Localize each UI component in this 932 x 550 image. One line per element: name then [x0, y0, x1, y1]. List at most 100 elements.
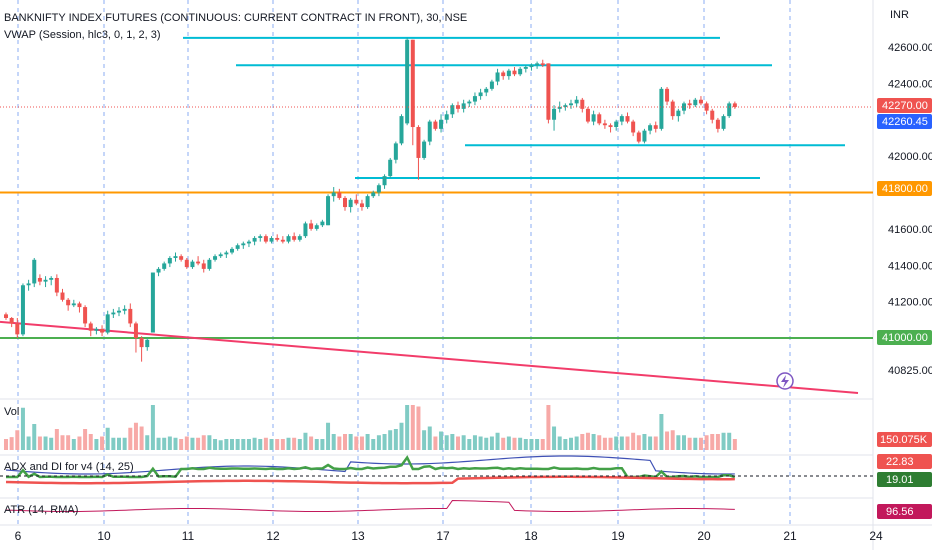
- candle-body: [213, 256, 218, 260]
- candle-body: [201, 263, 206, 269]
- candle-body: [506, 70, 511, 77]
- price-tick-label: 42000.00: [888, 151, 932, 163]
- lightning-icon[interactable]: [776, 372, 794, 390]
- candle-body: [710, 110, 715, 120]
- time-tick-label: 6: [15, 529, 22, 543]
- volume-bar: [478, 436, 483, 450]
- candle-body: [263, 236, 268, 242]
- candle-body: [314, 225, 319, 229]
- candle-body: [382, 176, 387, 186]
- volume-bar: [648, 436, 653, 450]
- candle-body: [693, 99, 698, 106]
- candle-body: [495, 72, 500, 82]
- candle-body: [224, 252, 229, 255]
- candle-body: [66, 299, 71, 306]
- candle-body: [43, 279, 48, 282]
- volume-bar: [359, 436, 364, 450]
- volume-bar: [506, 436, 511, 450]
- candle-body: [563, 105, 568, 108]
- candle-body: [133, 323, 138, 338]
- volume-bar: [631, 432, 636, 450]
- volume-bar: [569, 437, 573, 450]
- candle-body: [26, 283, 31, 286]
- volume-bar: [83, 429, 88, 450]
- candle-body: [631, 121, 636, 133]
- volume-bar: [472, 435, 477, 450]
- candle-body: [659, 88, 664, 129]
- volume-bar: [393, 429, 398, 450]
- time-tick-label: 10: [97, 529, 111, 543]
- volume-bar: [665, 431, 670, 450]
- level-41000-badge: 41000.00: [877, 330, 932, 345]
- candle-body: [489, 81, 494, 89]
- candle-body: [529, 65, 534, 68]
- volume-bar: [574, 436, 579, 450]
- adx-label: ADX and DI for v4 (14, 25): [4, 461, 134, 473]
- trendline-group: [0, 320, 859, 394]
- di-plus-line: [6, 455, 736, 479]
- level-41800-badge: 41800.00: [877, 181, 932, 196]
- volume-bar: [105, 427, 110, 450]
- atr-line-group: [5, 500, 735, 513]
- volume-bar: [235, 439, 240, 450]
- volume-bar: [263, 437, 268, 450]
- volume-bar: [416, 406, 421, 450]
- candle-body: [444, 114, 449, 120]
- volume-bar: [721, 432, 726, 450]
- volume-bar: [495, 432, 500, 450]
- candle-body: [150, 272, 155, 333]
- volume-bar: [32, 424, 37, 450]
- candle-body: [704, 103, 709, 111]
- candle-body: [156, 268, 161, 273]
- trendline[interactable]: [0, 320, 859, 394]
- volume-bar: [597, 435, 602, 450]
- volume-bar: [625, 436, 630, 450]
- volume-bar: [201, 435, 206, 450]
- candle-body: [456, 105, 460, 109]
- candle-body: [501, 72, 506, 77]
- candle-body: [416, 127, 421, 158]
- atr-badge: 96.56: [877, 504, 932, 519]
- candle-body: [241, 243, 246, 246]
- candle-body: [303, 223, 308, 237]
- candle-body: [286, 236, 291, 242]
- volume-bar: [286, 437, 291, 450]
- adx-lines: [0, 455, 873, 485]
- volume-bar: [331, 434, 336, 450]
- price-tick-label: 41200.00: [888, 297, 932, 309]
- volume-bar: [518, 437, 523, 450]
- volume-bar: [382, 434, 387, 450]
- candle-body: [190, 261, 195, 268]
- volume-bar: [529, 439, 534, 450]
- candle-body: [139, 338, 144, 348]
- volume-bar: [512, 437, 517, 450]
- candle-body: [4, 314, 8, 318]
- candle-body: [676, 110, 681, 117]
- candle-body: [410, 39, 415, 128]
- candle-body: [727, 103, 732, 117]
- volume-bar: [422, 430, 427, 450]
- candle-body: [523, 67, 528, 69]
- candle-body: [343, 197, 347, 208]
- volume-bar: [376, 435, 381, 450]
- candle-body: [371, 192, 376, 197]
- candle-body: [484, 88, 489, 93]
- candle-body: [715, 119, 720, 129]
- volume-bar: [732, 439, 737, 450]
- candles-group: [4, 37, 737, 362]
- volume-bar: [4, 439, 8, 450]
- candle-body: [88, 323, 93, 331]
- volume-bar: [614, 436, 619, 450]
- volume-bar: [444, 435, 449, 450]
- candle-body: [546, 63, 551, 120]
- candle-body: [405, 39, 410, 124]
- candle-body: [472, 96, 477, 102]
- candle-body: [388, 159, 393, 177]
- level-41000-value: 41000.00: [882, 332, 928, 344]
- candle-body: [162, 263, 167, 269]
- volume-bar: [715, 434, 720, 450]
- volume-bar: [122, 437, 127, 450]
- volume-bar: [139, 426, 144, 450]
- candle-body: [625, 116, 630, 122]
